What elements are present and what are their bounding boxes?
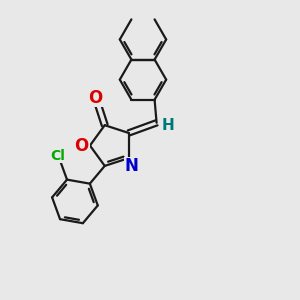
Text: O: O (74, 136, 89, 154)
Text: Cl: Cl (50, 149, 65, 163)
Text: H: H (161, 118, 174, 133)
Text: O: O (88, 88, 103, 106)
Text: N: N (125, 158, 139, 175)
